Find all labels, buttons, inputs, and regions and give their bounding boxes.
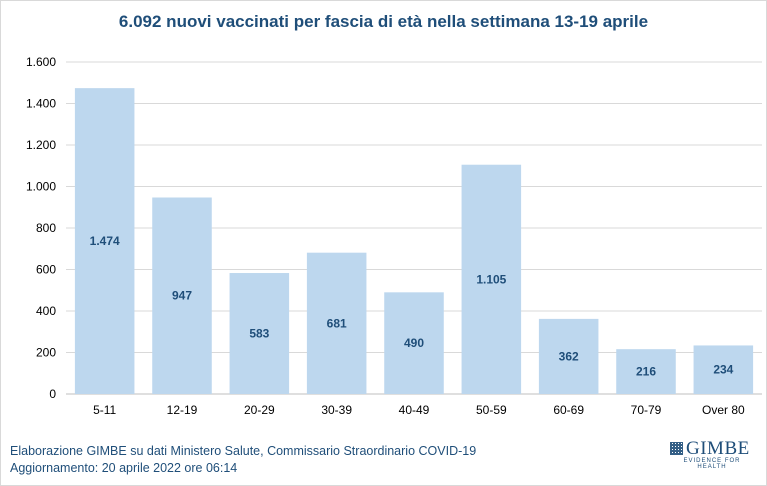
x-tick-label: 70-79	[631, 403, 662, 417]
data-label: 216	[636, 365, 656, 379]
x-tick-label: 50-59	[476, 403, 507, 417]
y-tick-label: 0	[49, 387, 56, 401]
bar	[306, 252, 367, 394]
y-tick-label: 1.200	[26, 138, 56, 152]
logo-grid-icon	[670, 442, 683, 455]
x-tick-label: 40-49	[399, 403, 430, 417]
bar	[229, 273, 290, 394]
y-tick-label: 200	[36, 346, 56, 360]
y-tick-label: 800	[36, 221, 56, 235]
bar	[693, 345, 754, 394]
bar	[74, 88, 135, 395]
data-label: 362	[559, 349, 579, 363]
y-tick-label: 1.000	[26, 180, 56, 194]
data-label: 490	[404, 336, 424, 350]
bar	[461, 164, 522, 394]
bar	[616, 349, 676, 394]
bar	[538, 318, 599, 394]
data-label: 1.474	[90, 234, 120, 248]
x-tick-label: 60-69	[553, 403, 584, 417]
gimbe-logo: GIMBE EVIDENCE FOR HEALTH	[670, 438, 754, 470]
data-label: 681	[327, 316, 347, 330]
data-label: 583	[249, 327, 269, 341]
data-label: 947	[172, 289, 192, 303]
y-tick-label: 600	[36, 263, 56, 277]
data-label: 1.105	[476, 272, 506, 286]
logo-tagline: EVIDENCE FOR HEALTH	[683, 458, 741, 470]
footer: Elaborazione GIMBE su dati Ministero Sal…	[10, 443, 476, 477]
y-tick-label: 1.400	[26, 97, 56, 111]
y-tick-label: 400	[36, 304, 56, 318]
x-tick-label: 20-29	[244, 403, 275, 417]
x-tick-label: 30-39	[321, 403, 352, 417]
x-tick-label: Over 80	[702, 403, 745, 417]
bar	[384, 292, 444, 394]
x-tick-label: 5-11	[93, 403, 116, 417]
x-tick-label: 12-19	[167, 403, 198, 417]
bar	[152, 197, 212, 394]
logo-wordmark: GIMBE	[686, 438, 750, 459]
data-label: 234	[713, 363, 733, 377]
source-note: Elaborazione GIMBE su dati Ministero Sal…	[10, 444, 477, 458]
update-note: Aggiornamento: 20 aprile 2022 ore 06:14	[10, 461, 238, 475]
chart-title: 6.092 nuovi vaccinati per fascia di età …	[118, 12, 649, 31]
y-tick-label: 1.600	[26, 55, 56, 69]
